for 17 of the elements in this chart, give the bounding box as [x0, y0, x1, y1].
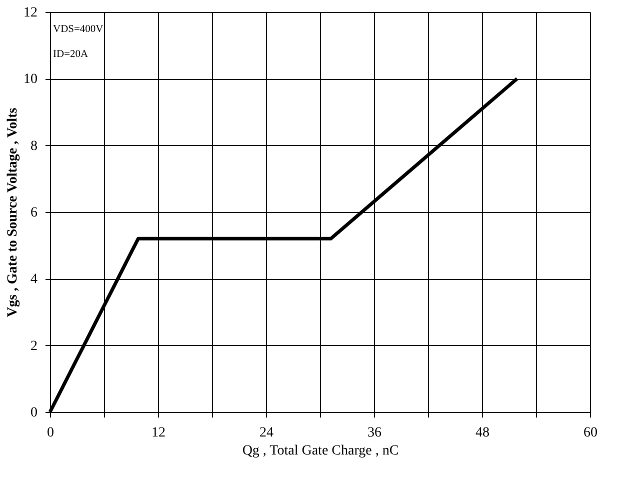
- y-axis-title: Vgs , Gate to Source Voltage , Volts: [6, 107, 20, 318]
- y-tick-label: 6: [30, 206, 38, 220]
- annotation: VDS=400V: [53, 24, 104, 35]
- y-tick-label: 12: [24, 6, 38, 20]
- x-tick-label: 24: [260, 426, 274, 440]
- y-tick-label: 8: [30, 138, 38, 154]
- annotation: ID=20A: [53, 49, 88, 60]
- x-tick-label: 60: [584, 426, 598, 440]
- y-tick-label: 2: [30, 338, 38, 354]
- x-tick-label: 12: [152, 426, 166, 440]
- x-tick-label: 48: [476, 426, 490, 440]
- x-tick-label: 0: [47, 426, 54, 440]
- y-tick-label: 10: [24, 72, 38, 88]
- x-tick-label: 36: [368, 426, 382, 440]
- y-tick-label: 4: [30, 272, 38, 288]
- x-axis-title: Qg , Total Gate Charge , nC: [242, 444, 399, 458]
- y-tick-label: 0: [30, 406, 38, 420]
